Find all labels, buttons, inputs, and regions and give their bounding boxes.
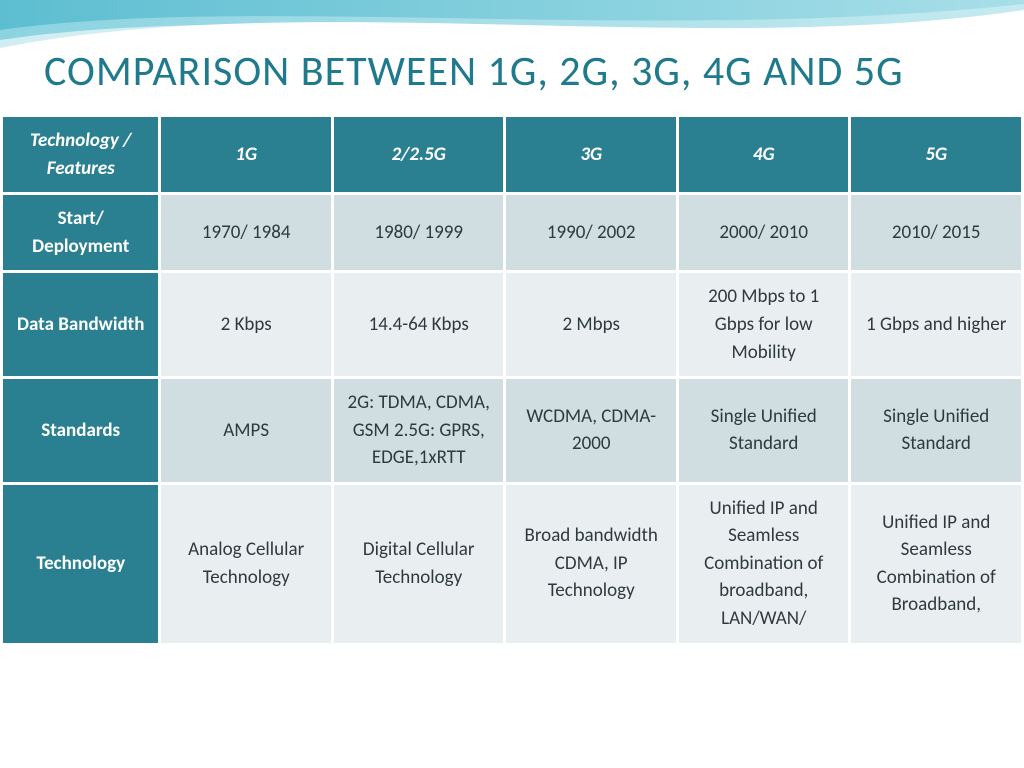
row-header: Technology xyxy=(3,485,158,643)
col-header: 3G xyxy=(506,117,676,192)
table-cell: 1 Gbps and higher xyxy=(851,273,1021,376)
table-cell: Single Unified Standard xyxy=(679,379,849,482)
table-cell: Unified IP and Seamless Combination of B… xyxy=(851,485,1021,643)
table-cell: Unified IP and Seamless Combination of b… xyxy=(679,485,849,643)
table-cell: AMPS xyxy=(161,379,331,482)
comparison-table: Technology / Features 1G 2/2.5G 3G 4G 5G… xyxy=(0,114,1024,645)
col-header: 5G xyxy=(851,117,1021,192)
table-cell: Digital Cellular Technology xyxy=(334,485,504,643)
col-header: Technology / Features xyxy=(3,117,158,192)
slide-title: COMPARISON BETWEEN 1G, 2G, 3G, 4G AND 5G xyxy=(0,0,1024,114)
table-cell: Analog Cellular Technology xyxy=(161,485,331,643)
table-cell: 14.4-64 Kbps xyxy=(334,273,504,376)
table-row: Start/ Deployment 1970/ 1984 1980/ 1999 … xyxy=(3,195,1021,270)
table-cell: 2 Kbps xyxy=(161,273,331,376)
table-cell: 2010/ 2015 xyxy=(851,195,1021,270)
table-cell: 200 Mbps to 1 Gbps for low Mobility xyxy=(679,273,849,376)
col-header: 2/2.5G xyxy=(334,117,504,192)
table-row: Data Bandwidth 2 Kbps 14.4-64 Kbps 2 Mbp… xyxy=(3,273,1021,376)
row-header: Standards xyxy=(3,379,158,482)
table-cell: WCDMA, CDMA-2000 xyxy=(506,379,676,482)
table-cell: 1970/ 1984 xyxy=(161,195,331,270)
row-header: Data Bandwidth xyxy=(3,273,158,376)
table-cell: Broad bandwidth CDMA, IP Technology xyxy=(506,485,676,643)
table-cell: 1980/ 1999 xyxy=(334,195,504,270)
col-header: 4G xyxy=(679,117,849,192)
table-header-row: Technology / Features 1G 2/2.5G 3G 4G 5G xyxy=(3,117,1021,192)
row-header: Start/ Deployment xyxy=(3,195,158,270)
table-cell: 2 Mbps xyxy=(506,273,676,376)
table-cell: Single Unified Standard xyxy=(851,379,1021,482)
table-row: Standards AMPS 2G: TDMA, CDMA, GSM 2.5G:… xyxy=(3,379,1021,482)
table-cell: 2G: TDMA, CDMA, GSM 2.5G: GPRS, EDGE,1xR… xyxy=(334,379,504,482)
table-cell: 1990/ 2002 xyxy=(506,195,676,270)
col-header: 1G xyxy=(161,117,331,192)
table-row: Technology Analog Cellular Technology Di… xyxy=(3,485,1021,643)
slide-content: COMPARISON BETWEEN 1G, 2G, 3G, 4G AND 5G… xyxy=(0,0,1024,646)
table-cell: 2000/ 2010 xyxy=(679,195,849,270)
